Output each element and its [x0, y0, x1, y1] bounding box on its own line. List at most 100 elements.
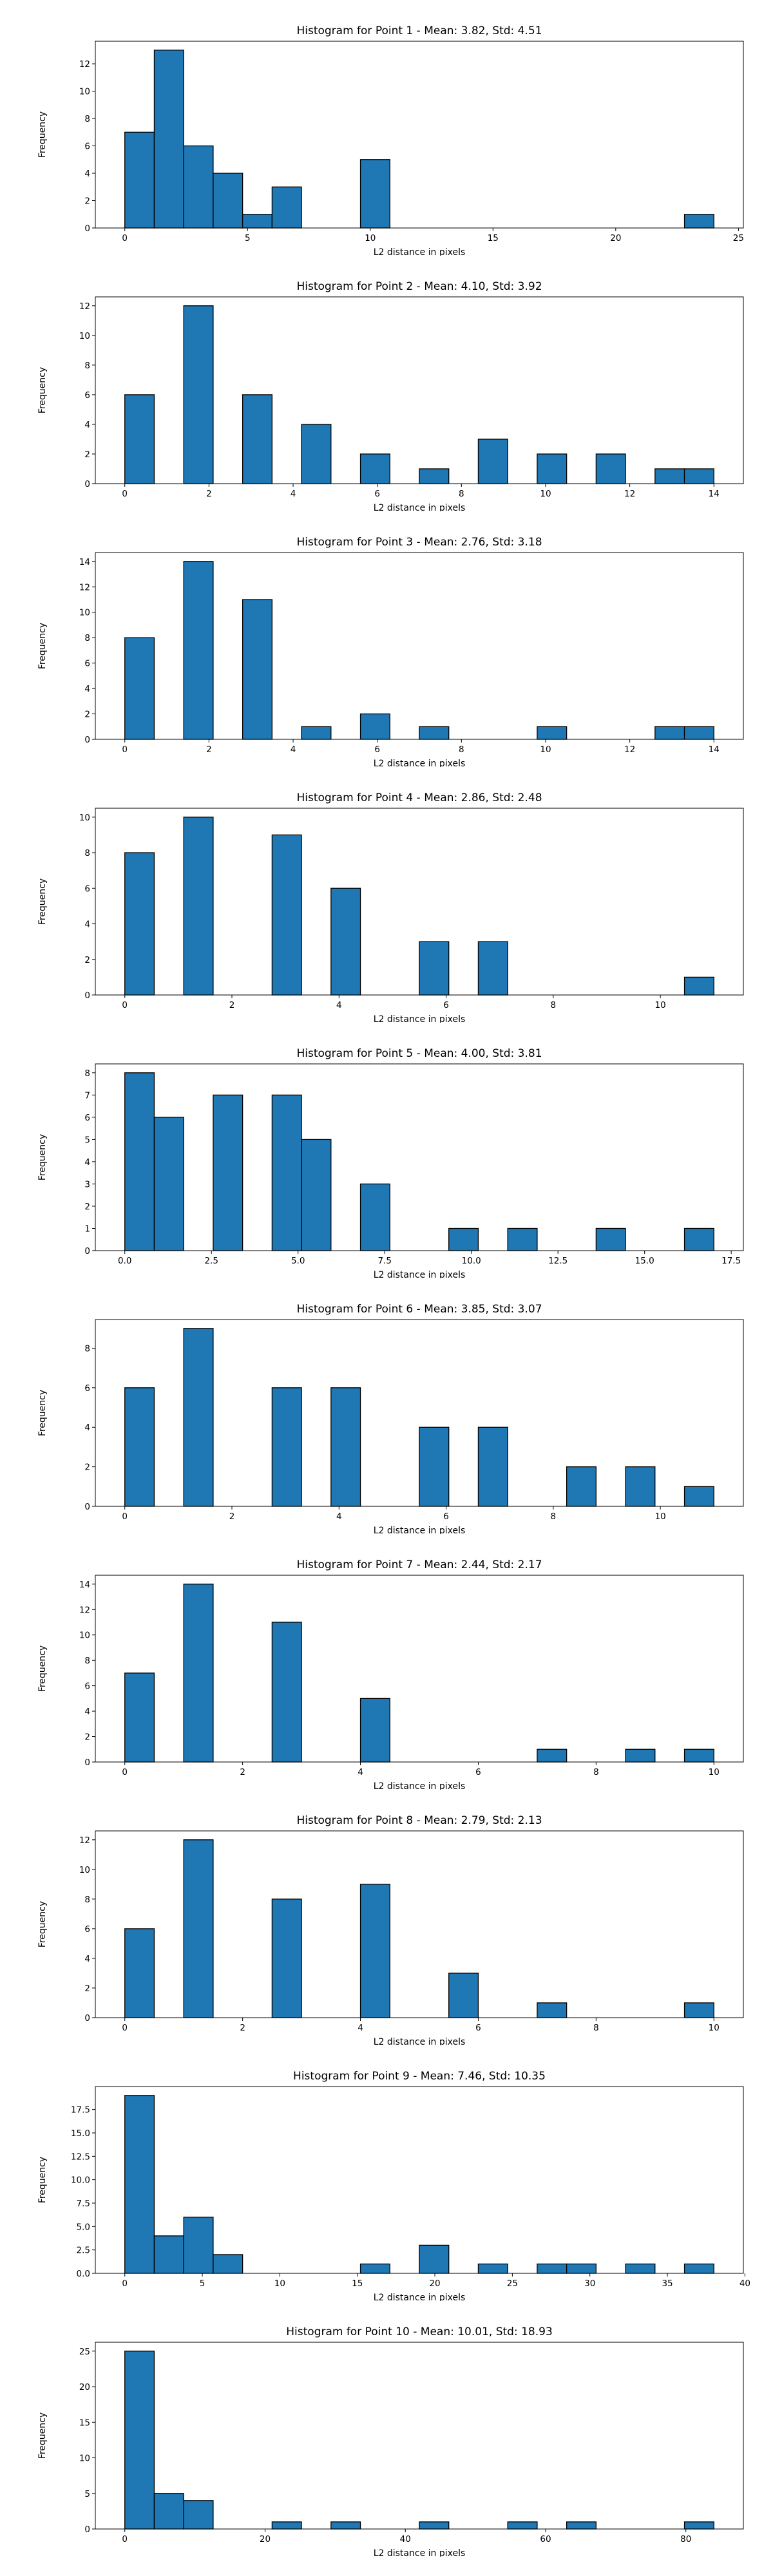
y-axis-label: Frequency [37, 2412, 48, 2459]
y-tick-label: 0 [84, 223, 90, 234]
chart-title: Histogram for Point 7 - Mean: 2.44, Std:… [296, 1558, 542, 1571]
y-tick-label: 0 [84, 1502, 90, 1512]
x-tick-label: 40 [740, 2278, 750, 2289]
x-tick-label: 25 [733, 233, 744, 243]
y-tick-label: 2 [84, 1463, 90, 1473]
y-tick-label: 8 [84, 1343, 90, 1354]
chart-title: Histogram for Point 3 - Mean: 2.76, Std:… [296, 536, 542, 549]
y-tick-label: 6 [84, 1383, 90, 1394]
x-tick-label: 2 [240, 1767, 245, 1777]
histogram-bar [153, 2235, 184, 2274]
y-tick-label: 5 [84, 1135, 90, 1145]
histogram-bar [183, 145, 214, 229]
histogram-bar [683, 1748, 714, 1763]
y-axis-label: Frequency [37, 1901, 48, 1947]
histogram-panel-6: Histogram for Point 6 - Mean: 3.85, Std:… [37, 1303, 744, 1534]
histogram-bar [330, 2521, 361, 2530]
histogram-bar [595, 1227, 626, 1251]
histogram-bar [448, 1227, 479, 1251]
x-tick-label: 10 [365, 233, 376, 243]
histogram-bar [683, 976, 714, 996]
x-tick-label: 4 [358, 2023, 363, 2033]
histogram-bar [625, 1466, 656, 1507]
histogram-bar [153, 1117, 184, 1251]
y-tick-label: 12 [79, 582, 90, 592]
histogram-bar [359, 1884, 390, 2018]
histogram-bar [625, 2263, 656, 2274]
histogram-bar [153, 50, 184, 229]
y-tick-label: 14 [79, 1580, 90, 1590]
x-tick-label: 10 [274, 2278, 285, 2289]
y-tick-label: 6 [84, 659, 90, 669]
y-tick-label: 6 [84, 390, 90, 401]
y-tick-label: 0 [84, 990, 90, 1001]
histogram-panel-9: Histogram for Point 9 - Mean: 7.46, Std:… [37, 2070, 750, 2301]
x-tick-label: 8 [593, 2023, 599, 2033]
histogram-bar [507, 1227, 538, 1251]
y-tick-label: 25 [79, 2347, 90, 2357]
y-tick-label: 14 [79, 557, 90, 567]
histogram-bar [271, 1094, 302, 1251]
y-axis-label: Frequency [37, 878, 48, 925]
y-tick-label: 0 [84, 2013, 90, 2023]
y-tick-label: 12 [79, 301, 90, 312]
histogram-bar [301, 424, 332, 484]
x-tick-label: 2 [229, 1511, 235, 1522]
y-axis-label: Frequency [37, 1645, 48, 1692]
x-tick-label: 35 [662, 2278, 673, 2289]
y-axis-label: Frequency [37, 1134, 48, 1180]
y-tick-label: 2 [84, 1732, 90, 1743]
histogram-bar [359, 453, 390, 484]
histogram-bar [595, 453, 626, 484]
y-tick-label: 10 [79, 1865, 90, 1875]
x-tick-label: 6 [443, 1000, 449, 1010]
histogram-bar [419, 726, 450, 740]
histogram-bar [537, 1748, 568, 1763]
x-tick-label: 15 [352, 2278, 363, 2289]
histogram-bar [271, 834, 302, 996]
plot-frame [95, 1063, 744, 1251]
y-tick-label: 7.5 [77, 2199, 90, 2209]
histogram-bar [537, 453, 568, 484]
x-axis-label: L2 distance in pixels [374, 1014, 466, 1023]
histogram-bar [124, 1672, 155, 1763]
histogram-bar [183, 2217, 214, 2274]
x-tick-label: 30 [584, 2278, 595, 2289]
histogram-bar [359, 713, 390, 740]
x-tick-label: 60 [540, 2534, 551, 2544]
y-tick-label: 6 [84, 1113, 90, 1123]
x-tick-label: 80 [680, 2534, 691, 2544]
histogram-bar [566, 2521, 597, 2530]
plot-frame [95, 808, 744, 996]
histogram-panel-7: Histogram for Point 7 - Mean: 2.44, Std:… [37, 1558, 744, 1790]
x-tick-label: 8 [459, 489, 464, 499]
x-tick-label: 8 [593, 1767, 599, 1777]
histogram-bar [683, 1227, 714, 1251]
x-tick-label: 6 [443, 1511, 449, 1522]
x-tick-label: 6 [374, 489, 380, 499]
y-tick-label: 4 [84, 1423, 90, 1433]
plot-frame [95, 1830, 744, 2018]
x-tick-label: 6 [475, 1767, 481, 1777]
histogram-bar [537, 726, 568, 740]
x-tick-label: 10 [709, 2023, 720, 2033]
y-tick-label: 4 [84, 1954, 90, 1964]
x-tick-label: 0 [122, 489, 128, 499]
y-axis-label: Frequency [37, 1390, 48, 1436]
histogram-panel-3: Histogram for Point 3 - Mean: 2.76, Std:… [37, 536, 744, 767]
x-axis-label: L2 distance in pixels [374, 503, 466, 511]
x-tick-label: 6 [475, 2023, 481, 2033]
x-axis-label: L2 distance in pixels [374, 759, 466, 767]
x-tick-label: 8 [459, 744, 464, 755]
y-tick-label: 4 [84, 420, 90, 430]
histogram-bar [183, 2500, 214, 2530]
y-tick-label: 3 [84, 1179, 90, 1189]
y-tick-label: 6 [84, 1681, 90, 1692]
y-tick-label: 2 [84, 1984, 90, 1994]
histogram-bar [183, 1584, 214, 1763]
y-tick-label: 7 [84, 1090, 90, 1101]
y-tick-label: 12 [79, 1605, 90, 1615]
histogram-bar [625, 1748, 656, 1763]
x-tick-label: 7.5 [377, 1256, 391, 1266]
